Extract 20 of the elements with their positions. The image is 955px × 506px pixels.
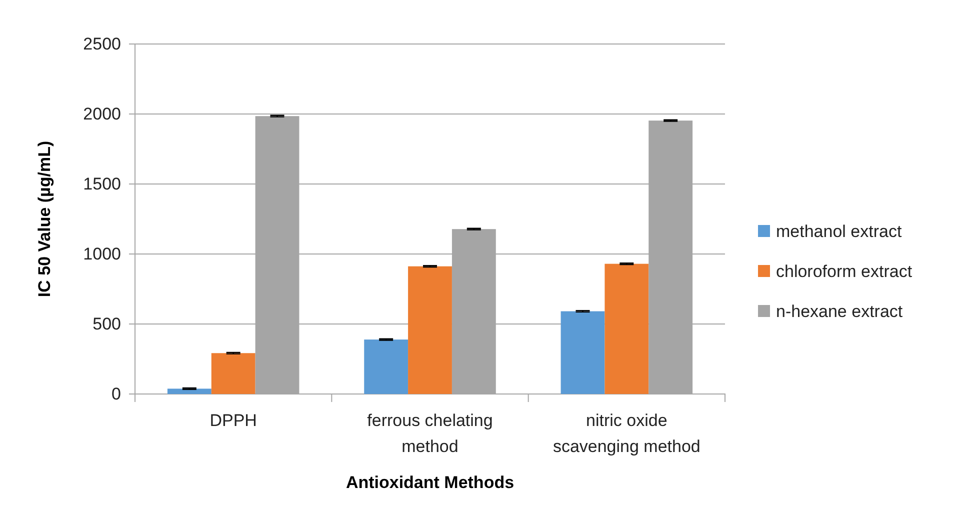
legend-label: n-hexane extract [776,302,903,321]
x-tick-label: DPPH [210,411,257,430]
x-tick-label: ferrous chelating method [367,411,493,456]
legend-label: methanol extract [776,222,902,241]
y-tick-label: 2500 [83,34,121,54]
bar [560,311,605,394]
x-axis-title: Antioxidant Methods [346,473,514,492]
bar [364,340,408,394]
y-tick-label: 500 [92,314,121,334]
x-tick-label: nitric oxide scavenging method [552,411,700,456]
y-tick-label: 2000 [83,104,121,124]
bar [604,264,649,394]
y-tick-label: 1500 [83,174,121,194]
bar [167,388,212,394]
bar [211,353,256,394]
y-tick-label: 1000 [83,244,121,264]
bar [408,266,452,394]
y-axis-title: IC 50 Value (µg/mL) [35,140,54,298]
y-tick-label: 0 [112,384,121,404]
legend-label: chloroform extract [776,262,912,281]
